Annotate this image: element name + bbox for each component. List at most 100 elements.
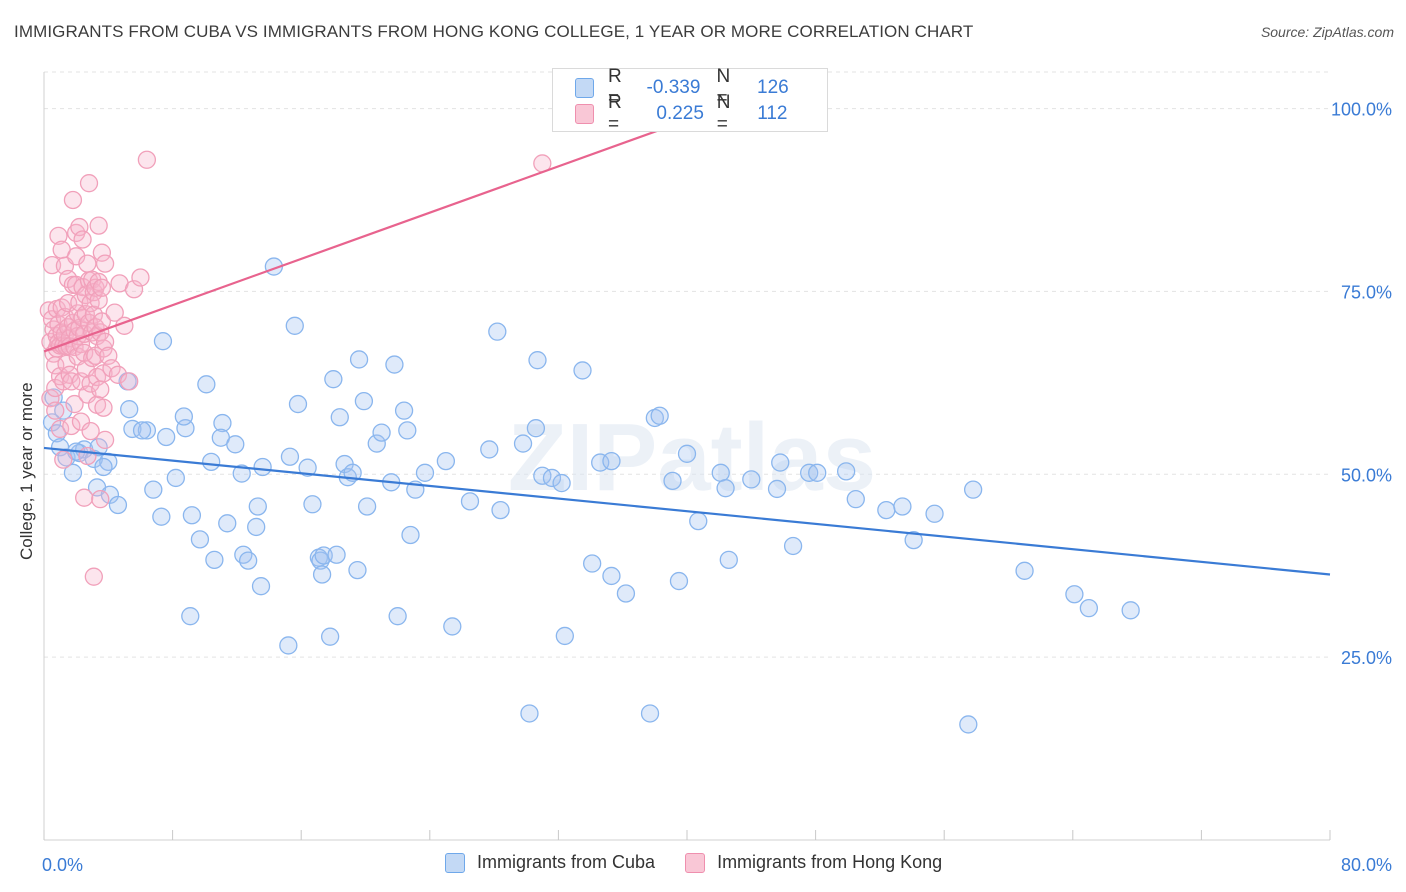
hongkong-point [62, 416, 81, 436]
cuba-point [357, 497, 377, 516]
hongkong-point [108, 365, 128, 384]
cuba-point [520, 704, 539, 723]
cuba-point [314, 546, 333, 565]
cuba-point [144, 480, 163, 499]
cuba-point [1065, 585, 1084, 604]
cuba-point [808, 463, 827, 482]
hongkong-point [81, 374, 100, 393]
cuba-point [783, 536, 803, 556]
cuba-point [348, 560, 367, 580]
cuba-point [542, 468, 562, 488]
hongkong-point [65, 394, 84, 414]
hongkong-point [102, 359, 121, 378]
hongkong-point [94, 398, 113, 417]
cuba-point [385, 355, 404, 374]
cuba-point [213, 413, 232, 433]
series-legend: Immigrants from Cuba Immigrants from Hon… [445, 852, 972, 873]
cuba-point [394, 401, 414, 420]
hongkong-point [67, 247, 86, 266]
legend-item-hongkong[interactable]: Immigrants from Hong Kong [685, 852, 942, 873]
cuba-point [716, 479, 735, 498]
legend-label-hongkong: Immigrants from Hong Kong [717, 852, 943, 872]
r-label: R = [608, 66, 622, 109]
hongkong-legend-swatch [685, 852, 706, 873]
cuba-point [415, 463, 435, 482]
r-value-cuba: -0.339 [646, 77, 701, 98]
hongkong-point [131, 268, 150, 287]
cuba-point [555, 626, 574, 646]
cuba-point [298, 458, 317, 477]
hongkong-point [42, 255, 62, 275]
cuba-point [963, 480, 983, 499]
hongkong-trend-line [43, 107, 720, 353]
cuba-point [663, 471, 682, 491]
cuba-point [513, 434, 533, 453]
cuba-point [232, 464, 251, 483]
cuba-point [248, 497, 267, 516]
cuba-point [226, 435, 245, 454]
legend-row-hongkong: R = 0.225 N = 112 [575, 92, 827, 135]
cuba-point [388, 607, 407, 626]
hongkong-point [91, 490, 110, 509]
cuba-point [488, 322, 507, 341]
cuba-point [640, 704, 660, 723]
cuba-point [311, 551, 330, 570]
hongkong-swatch [575, 104, 594, 124]
cuba-point [602, 451, 621, 471]
x-tick-label: 80.0% [1341, 855, 1392, 875]
cuba-point [132, 421, 152, 440]
legend-item-cuba[interactable]: Immigrants from Cuba [445, 852, 655, 873]
hongkong-point [79, 174, 99, 193]
hongkong-point [46, 401, 65, 420]
cuba-point [152, 507, 171, 526]
hongkong-point [95, 254, 115, 273]
cuba-point [742, 470, 761, 489]
hongkong-point [49, 226, 68, 245]
cuba-swatch [575, 78, 595, 98]
n-label: N = [716, 92, 731, 135]
cuba-point [197, 375, 216, 394]
chart-title: IMMIGRANTS FROM CUBA VS IMMIGRANTS FROM … [14, 22, 974, 41]
cuba-point [63, 463, 83, 482]
hongkong-point [73, 230, 92, 249]
cuba-point [190, 530, 210, 549]
hongkong-point [91, 380, 110, 399]
cuba-point [491, 500, 510, 520]
hongkong-point [78, 254, 97, 273]
y-axis-label: College, 1 year or more [17, 382, 36, 560]
cuba-point [846, 490, 865, 509]
cuba-point [398, 421, 417, 440]
n-label: N = [716, 66, 731, 109]
cuba-point [959, 715, 978, 734]
cuba-point [893, 497, 912, 516]
hongkong-point [71, 412, 91, 431]
cuba-point [904, 530, 923, 550]
cuba-point [354, 391, 374, 411]
cuba-point [925, 504, 944, 523]
hongkong-point [137, 150, 157, 169]
cuba-point [719, 550, 738, 570]
cuba-point [279, 636, 298, 655]
cuba-point [367, 434, 386, 453]
hongkong-point [124, 280, 144, 299]
hongkong-point [50, 419, 70, 439]
hongkong-point [75, 488, 94, 507]
cuba-point [157, 427, 176, 447]
y-tick-label: 75.0% [1341, 282, 1392, 302]
correlation-legend: R = -0.339 N = 126 R = 0.225 N = 112 [552, 66, 828, 135]
cuba-point [205, 550, 224, 570]
source-label: Source: ZipAtlas.com [1260, 24, 1394, 40]
cuba-point [280, 447, 300, 466]
hongkong-point [62, 372, 81, 391]
cuba-point [372, 423, 391, 442]
ticklabel-layer: 25.0% 50.0% 75.0% 100.0% 0.0% 80.0% [42, 100, 1392, 875]
cuba-point [285, 316, 304, 335]
y-tick-label: 25.0% [1341, 648, 1392, 668]
cuba-point [247, 517, 266, 537]
axis-layer [43, 72, 1331, 841]
cuba-point [239, 551, 258, 570]
cuba-point [526, 419, 546, 438]
cuba-point [669, 571, 689, 591]
grid-layer [44, 71, 1330, 658]
